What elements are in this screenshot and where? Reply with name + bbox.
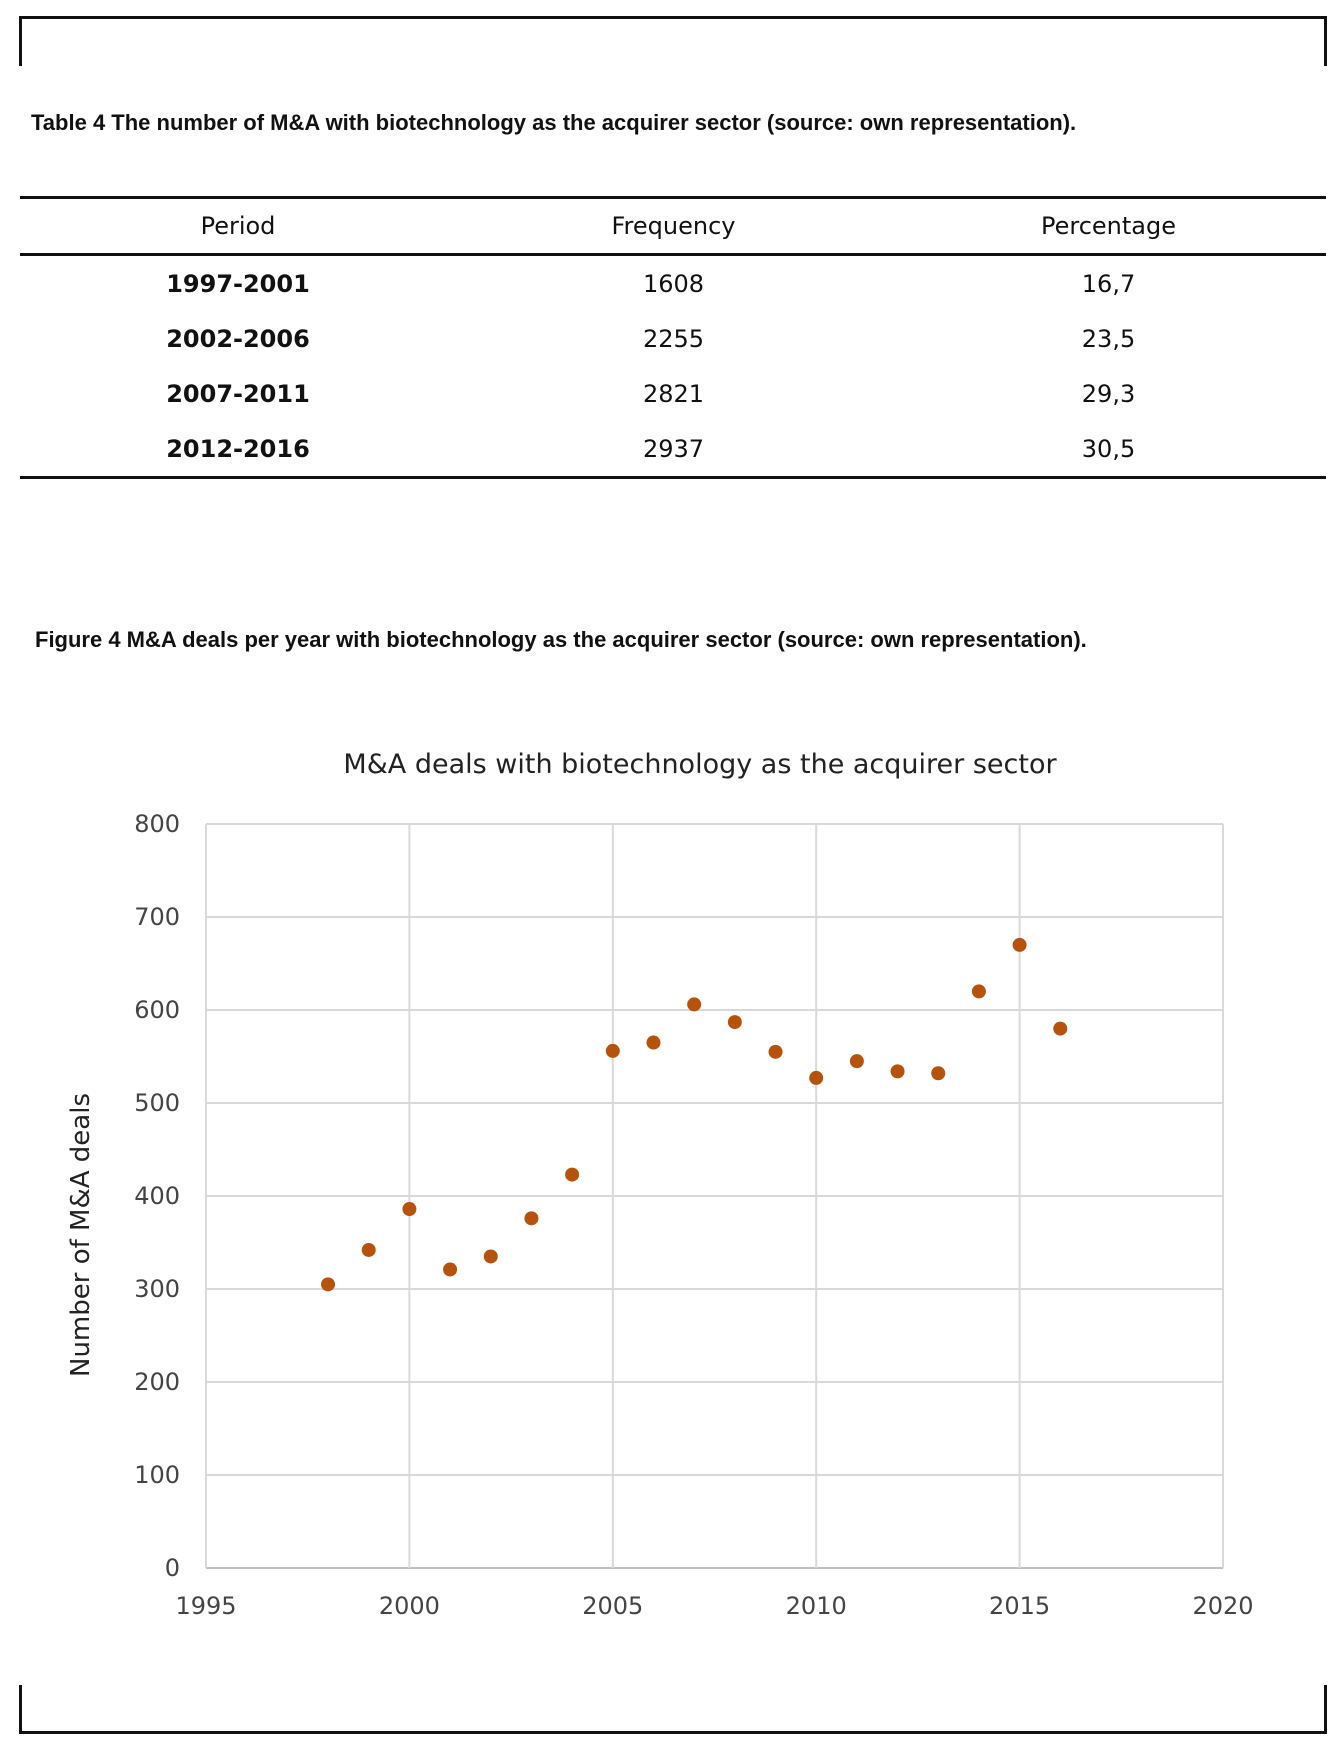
table-header-row: Period Frequency Percentage: [20, 196, 1326, 256]
table-row: 2012-2016 2937 30,5: [20, 421, 1326, 479]
header-period: Period: [20, 196, 456, 256]
frame-top-line: [19, 16, 1327, 19]
data-point: [890, 1064, 905, 1079]
y-tick-label: 0: [165, 1554, 180, 1582]
grid-lines: [205, 823, 1224, 1569]
cell-period: 2002-2006: [166, 324, 310, 353]
frame-bottom-line: [19, 1731, 1327, 1734]
frame-bottom-right-tick: [1324, 1685, 1327, 1734]
y-axis-title: Number of M&A deals: [66, 1093, 96, 1377]
data-point: [524, 1211, 539, 1226]
cell-percentage: 16,7: [1081, 269, 1136, 298]
y-tick-label: 300: [134, 1275, 180, 1303]
cell-percentage: 30,5: [891, 421, 1326, 479]
cell-period: 2012-2016: [20, 421, 456, 479]
data-points: [321, 937, 1068, 1292]
frame-top-left-tick: [19, 16, 22, 66]
mna-period-table: Period Frequency Percentage 1997-2001 16…: [20, 196, 1326, 479]
cell-percentage: 29,3: [1081, 379, 1136, 408]
data-point: [727, 1015, 742, 1030]
data-point: [646, 1035, 661, 1050]
data-point: [809, 1070, 824, 1085]
table-row: 2002-2006 2255 23,5: [20, 311, 1326, 366]
cell-frequency: 2937: [456, 421, 891, 479]
y-tick-label: 800: [134, 810, 180, 838]
data-point: [931, 1066, 946, 1081]
scatter-chart: M&A deals with biotechnology as the acqu…: [66, 749, 1254, 1620]
chart-title: M&A deals with biotechnology as the acqu…: [343, 749, 1057, 780]
y-tick-label: 600: [134, 996, 180, 1024]
x-tick-label: 2010: [786, 1592, 847, 1620]
y-tick-label: 500: [134, 1089, 180, 1117]
data-point: [971, 984, 986, 999]
data-point: [402, 1202, 417, 1217]
y-tick-label: 400: [134, 1182, 180, 1210]
x-tick-label: 2015: [989, 1592, 1050, 1620]
y-tick-labels: 0 100 200 300 400 500 600 700 800: [134, 810, 180, 1582]
data-point: [483, 1249, 498, 1264]
cell-period: 2007-2011: [166, 379, 310, 408]
frame-bottom-left-tick: [19, 1685, 22, 1734]
y-tick-label: 100: [134, 1461, 180, 1489]
header-percentage: Percentage: [891, 196, 1326, 256]
data-point: [605, 1043, 620, 1058]
data-point: [1012, 937, 1027, 952]
x-tick-label: 2005: [582, 1592, 643, 1620]
x-tick-label: 2000: [379, 1592, 440, 1620]
x-tick-labels: 1995 2000 2005 2010 2015 2020: [175, 1592, 1253, 1620]
x-tick-label: 2020: [1192, 1592, 1253, 1620]
cell-frequency: 1608: [642, 269, 705, 298]
data-point: [361, 1242, 376, 1257]
y-tick-label: 700: [134, 903, 180, 931]
x-tick-label: 1995: [175, 1592, 236, 1620]
header-frequency: Frequency: [456, 196, 891, 256]
cell-percentage: 23,5: [1081, 324, 1136, 353]
data-point: [565, 1167, 580, 1182]
data-point: [849, 1054, 864, 1069]
frame-top-right-tick: [1324, 16, 1327, 66]
data-point: [1053, 1021, 1068, 1036]
cell-frequency: 2255: [642, 324, 705, 353]
data-point: [321, 1277, 336, 1292]
data-point: [687, 997, 702, 1012]
cell-period: 1997-2001: [166, 269, 310, 298]
y-tick-label: 200: [134, 1368, 180, 1396]
table-caption: Table 4 The number of M&A with biotechno…: [31, 110, 1077, 135]
data-point: [768, 1044, 783, 1059]
table-row: 2007-2011 2821 29,3: [20, 366, 1326, 421]
data-point: [443, 1262, 458, 1277]
table-row: 1997-2001 1608 16,7: [20, 255, 1326, 312]
cell-frequency: 2821: [642, 379, 705, 408]
figure-caption: Figure 4 M&A deals per year with biotech…: [35, 627, 1087, 652]
